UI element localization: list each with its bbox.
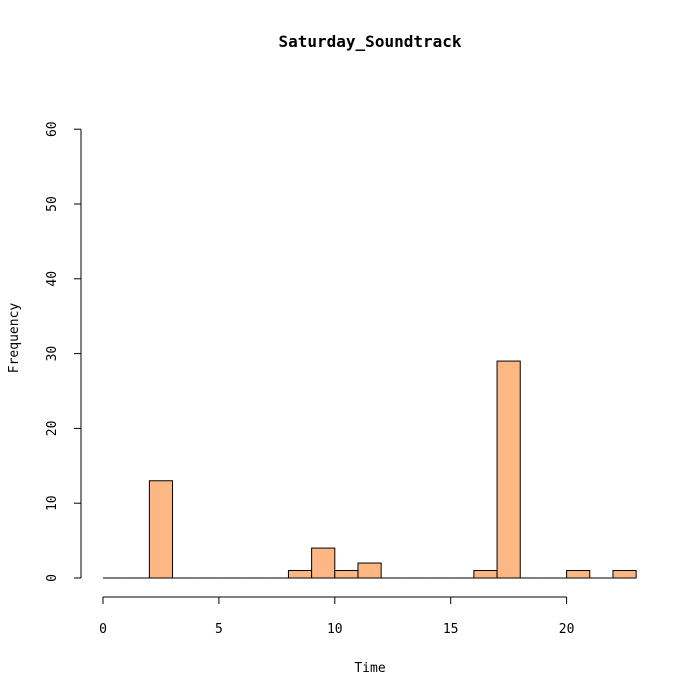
bars-group [103, 360, 637, 579]
histogram-bar [612, 570, 637, 579]
histogram-bar [566, 570, 591, 579]
x-tick-label: 0 [99, 622, 107, 637]
x-tick-label: 15 [443, 622, 459, 637]
y-axis-label: Frequency [7, 303, 22, 374]
y-tick-label: 20 [45, 421, 60, 437]
histogram-bar [311, 547, 336, 579]
y-axis: 0 10 20 30 40 50 60 [45, 121, 82, 582]
x-axis-label: Time [354, 661, 385, 676]
y-tick-label: 30 [45, 346, 60, 362]
histogram-bar [473, 570, 498, 579]
y-tick-label: 10 [45, 495, 60, 511]
y-tick-label: 60 [45, 121, 60, 137]
histogram-bar [287, 570, 313, 579]
y-tick-label: 50 [45, 196, 60, 212]
histogram-bar [496, 360, 521, 579]
x-axis: 0 5 10 15 20 [99, 596, 575, 637]
x-tick-label: 5 [215, 622, 223, 637]
histogram-bar [357, 562, 382, 579]
x-tick-label: 10 [327, 622, 343, 637]
histogram-bar [334, 570, 359, 579]
chart-title: Saturday_Soundtrack [278, 32, 461, 51]
histogram-bar [148, 480, 174, 579]
x-tick-label: 20 [559, 622, 575, 637]
y-tick-label: 40 [45, 271, 60, 287]
y-tick-label: 0 [45, 574, 60, 582]
